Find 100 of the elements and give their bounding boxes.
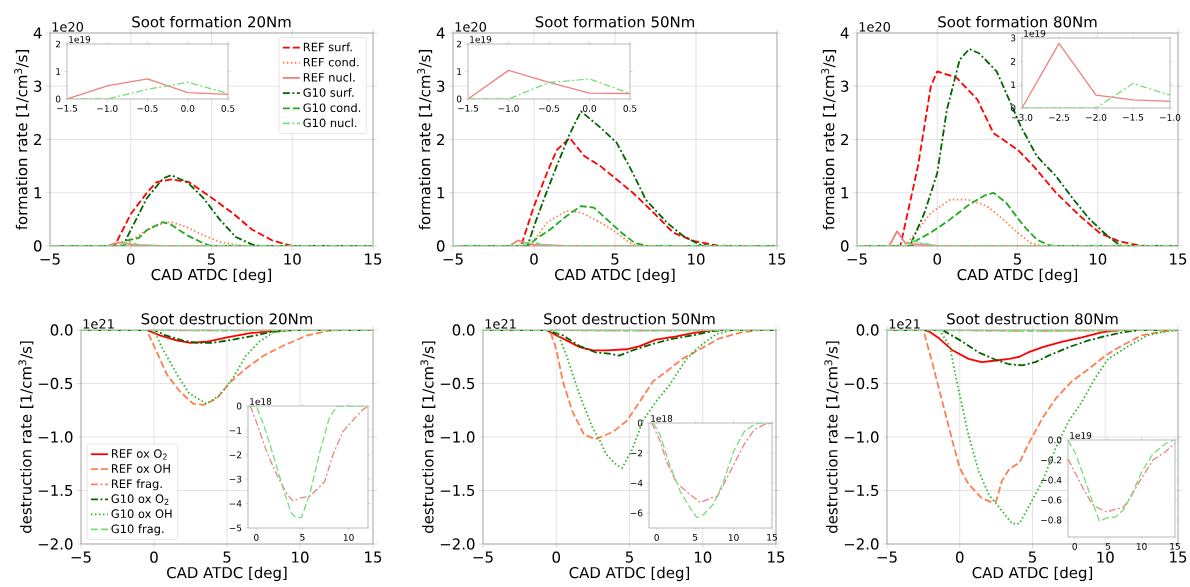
y-axis-title: destruction rate [1/cm$^{3}$/s]: [420, 341, 436, 533]
x-tick-label: 15: [768, 551, 785, 563]
x-tick-label: −5: [473, 551, 493, 563]
x-tick-label: −2.0: [1086, 114, 1107, 121]
y-tick-label: 0: [33, 240, 42, 252]
x-tick-label: −1.0: [498, 105, 519, 112]
x-tick-label: 5: [1013, 253, 1021, 265]
chart-title: Soot destruction 20Nm: [141, 312, 313, 325]
x-tick-label: 15: [767, 534, 777, 541]
legend-label: G10 frag.: [111, 524, 164, 536]
y-tick-label: −0.4: [1041, 476, 1062, 484]
y-tick-label: −0.8: [1041, 516, 1062, 524]
x-axis-title: CAD ATDC [deg]: [569, 566, 690, 582]
y-tick-label: −4: [229, 500, 242, 507]
x-tick-label: 0.0: [582, 105, 597, 112]
x-tick-label: 10: [688, 253, 705, 265]
y-tick-label: −0.6: [1041, 496, 1062, 504]
y-tick-label: 4: [840, 27, 849, 39]
annotation: 1e18: [250, 398, 272, 405]
x-tick-label: 10: [1097, 551, 1114, 563]
y-tick-label: 0.0: [856, 324, 879, 336]
y-tick-label: −1.0: [38, 431, 73, 443]
y-tick-label: −2: [630, 449, 643, 457]
y-tick-label: 3: [437, 80, 445, 92]
y-tick-label: 1: [841, 187, 849, 199]
x-tick-label: 0: [150, 551, 158, 563]
legend-label: G10 nucl.: [303, 118, 357, 128]
x-axis-title: CAD ATDC [deg]: [555, 268, 675, 284]
y-tick-label: 0.0: [50, 324, 73, 336]
x-axis-title: CAD ATDC [deg]: [167, 566, 287, 582]
legend-label: REF frag.: [111, 479, 162, 491]
chart-title: Soot formation 80Nm: [938, 15, 1097, 28]
x-tick-label: −1.0: [97, 105, 118, 112]
y-tick-label: 0.0: [1048, 436, 1062, 444]
y-tick-label: 3: [1010, 34, 1016, 42]
chart-title: Soot formation 20Nm: [132, 15, 291, 28]
x-tick-label: 10: [694, 551, 712, 563]
legend-label: REF cond.: [303, 57, 359, 67]
x-tick-label: 10: [292, 551, 309, 563]
x-tick-label: 5: [1105, 543, 1111, 550]
y-tick-label: 2: [456, 40, 462, 48]
x-tick-label: 5: [692, 534, 698, 541]
y-tick-label: 0: [436, 240, 445, 252]
x-tick-label: 10: [1136, 543, 1147, 550]
annotation: 1e19: [470, 36, 492, 43]
x-tick-label: −3.0: [1012, 114, 1033, 121]
x-tick-label: 0: [1072, 543, 1077, 550]
y-tick-label: −4: [630, 479, 643, 487]
y-tick-label: 2: [437, 133, 444, 146]
x-tick-label: 0.5: [623, 105, 637, 112]
x-tick-label: 10: [343, 534, 354, 541]
x-tick-label: 0: [654, 534, 659, 541]
y-tick-label: 2: [34, 133, 41, 146]
x-tick-label: 0.0: [181, 105, 195, 112]
line-series: [248, 406, 368, 519]
y-tick-label: 1: [34, 187, 42, 199]
x-tick-label: 5: [625, 551, 633, 563]
x-tick-label: 0: [552, 551, 561, 563]
text: 1e20: [455, 22, 487, 32]
annotation: 1e19: [1024, 30, 1046, 37]
y-tick-label: −0.5: [38, 377, 73, 390]
legend-label: G10 ox O$_{2}$: [111, 494, 169, 505]
x-tick-label: 15: [365, 253, 382, 265]
x-tick-label: 5: [300, 534, 305, 541]
y-tick-label: −1: [229, 427, 242, 434]
y-axis-title: formation rate [1/cm$^{3}$/s]: [417, 50, 433, 230]
y-tick-label: −1.5: [844, 484, 879, 497]
y-tick-label: −6: [630, 509, 643, 517]
x-tick-label: 5: [1028, 551, 1036, 563]
x-tick-label: 0.5: [221, 105, 235, 112]
text: 1e21: [83, 319, 114, 329]
y-tick-label: −0.5: [844, 377, 879, 390]
y-tick-label: 0: [55, 95, 61, 103]
y-tick-label: −1.5: [38, 484, 73, 497]
y-tick-label: −0.5: [440, 377, 475, 390]
x-axis-title: CAD ATDC [deg]: [151, 268, 272, 284]
annotation: 1e18: [651, 415, 673, 422]
y-axis-title: formation rate [1/cm$^{3}$/s]: [14, 50, 30, 230]
x-tick-label: −1.0: [1160, 114, 1181, 121]
text: 1e20: [859, 22, 891, 32]
y-tick-label: 0: [637, 419, 643, 427]
y-tick-label: −1.0: [844, 431, 879, 443]
x-tick-label: 10: [1089, 253, 1107, 265]
x-tick-label: 15: [1170, 253, 1187, 265]
line-series: [652, 423, 773, 519]
x-tick-label: −5: [71, 551, 91, 563]
annotation: 1e19: [69, 36, 91, 43]
y-tick-label: 0: [236, 402, 242, 410]
x-tick-label: −2.5: [1049, 114, 1070, 121]
y-tick-label: 0: [456, 95, 462, 103]
x-tick-label: −1.5: [1123, 114, 1144, 121]
y-tick-label: 1: [1011, 81, 1016, 88]
x-tick-label: 0: [955, 551, 964, 563]
y-tick-label: 1: [457, 68, 462, 75]
chart-title: Soot formation 50Nm: [535, 15, 694, 28]
y-tick-label: −3: [229, 475, 242, 483]
x-tick-label: 5: [611, 253, 619, 265]
x-tick-label: 10: [284, 253, 301, 265]
x-tick-label: 0: [530, 253, 538, 265]
y-tick-label: 0.0: [452, 324, 475, 336]
